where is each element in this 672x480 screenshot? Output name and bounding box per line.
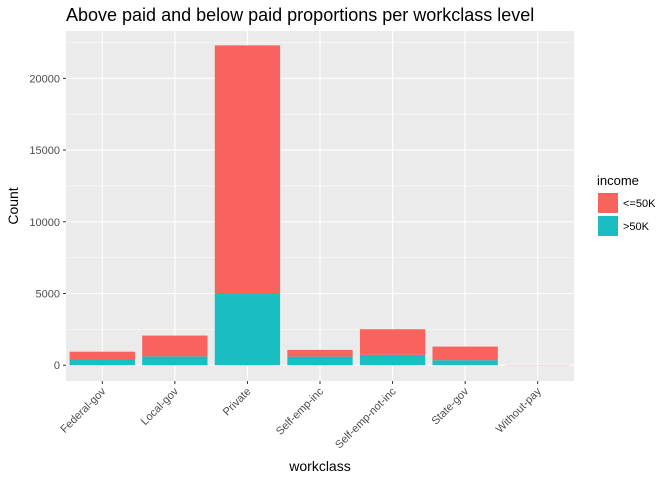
x-tick-label: Private: [221, 386, 254, 419]
y-axis-title: Count: [5, 187, 21, 224]
legend-key-le50k: [598, 193, 618, 213]
y-tick-label: 15000: [29, 145, 60, 157]
bar-state-gov-le50k: [432, 346, 498, 361]
x-tick-label: Self-emp-not-inc: [333, 385, 399, 451]
x-tick-label: State-gov: [429, 385, 471, 427]
y-tick-label: 0: [54, 360, 60, 372]
legend-label-gt50k: >50K: [623, 221, 650, 233]
y-tick-label: 20000: [29, 73, 60, 85]
bars: [69, 45, 571, 366]
bar-federal-gov-gt50k: [69, 359, 135, 366]
chart-title: Above paid and below paid proportions pe…: [66, 5, 534, 25]
bar-self-emp-not-inc-gt50k: [359, 354, 426, 366]
bar-private-gt50k: [214, 294, 281, 366]
plot-panel: [66, 31, 574, 381]
x-tick-label: Self-emp-inc: [274, 385, 326, 437]
bar-federal-gov-le50k: [69, 351, 135, 360]
legend-key-gt50k: [598, 216, 618, 236]
y-tick-label: 10000: [29, 217, 60, 229]
x-tick-label: Without-pay: [494, 385, 544, 435]
bar-local-gov-le50k: [142, 335, 208, 357]
legend-label-le50k: <=50K: [623, 198, 656, 210]
y-tick-label: 5000: [36, 289, 60, 301]
y-axis: 0 5000 10000 15000 20000: [29, 73, 66, 372]
bar-state-gov-gt50k: [432, 360, 498, 366]
bar-local-gov-gt50k: [142, 356, 208, 366]
bar-self-emp-inc-gt50k: [287, 356, 353, 366]
bar-self-emp-not-inc-le50k: [359, 329, 426, 355]
bar-self-emp-inc-le50k: [287, 349, 353, 357]
x-axis: Federal-gov Local-gov Private Self-emp-inc S…: [58, 381, 544, 451]
legend-title: income: [597, 173, 639, 188]
x-tick-label: Federal-gov: [58, 385, 108, 435]
x-axis-title: workclass: [288, 458, 350, 474]
x-tick-label: Local-gov: [139, 385, 182, 428]
legend: income <=50K >50K: [597, 173, 656, 236]
bar-private-le50k: [214, 45, 281, 295]
grid-major: [66, 31, 574, 381]
